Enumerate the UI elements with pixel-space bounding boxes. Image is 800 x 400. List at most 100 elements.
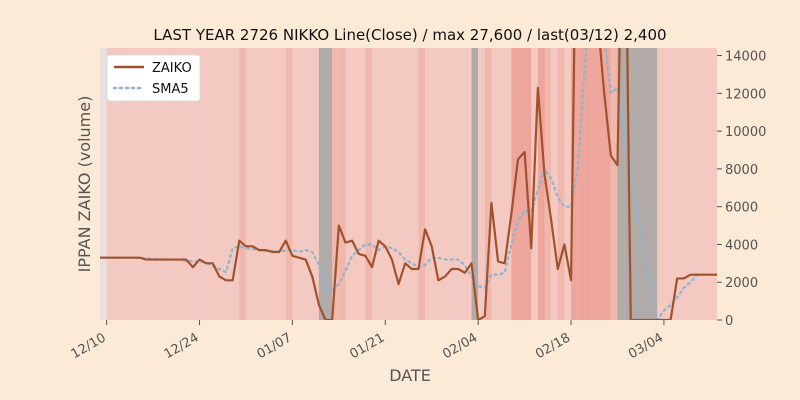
shading-band-46	[405, 48, 412, 320]
shading-band-4	[126, 48, 134, 320]
shading-band-44	[391, 48, 399, 320]
shading-band-57	[478, 48, 485, 320]
shading-band-78	[617, 48, 625, 320]
y-tick-label: 0	[725, 314, 733, 329]
shading-band-79	[624, 48, 631, 320]
shading-band-69	[557, 48, 565, 320]
shading-band-31	[305, 48, 313, 320]
shading-band-5	[133, 48, 140, 320]
y-axis-label: IPPAN ZAIKO (volume)	[75, 96, 94, 273]
shading-band-17	[212, 48, 220, 320]
shading-band-47	[411, 48, 419, 320]
shading-band-40	[365, 48, 373, 320]
shading-band-81	[637, 48, 645, 320]
shading-band-9	[159, 48, 167, 320]
shading-band-86	[670, 48, 678, 320]
shading-band-41	[372, 48, 379, 320]
legend: ZAIKO SMA5	[106, 54, 201, 102]
shading-band-37	[345, 48, 353, 320]
shading-band-24	[259, 48, 266, 320]
y-tick-label: 6000	[725, 201, 758, 216]
y-tick-label: 12000	[725, 87, 766, 102]
shading-band-59	[491, 48, 499, 320]
shading-band-56	[471, 48, 479, 320]
shading-band-14	[192, 48, 200, 320]
shading-layer	[100, 48, 717, 320]
shading-band-18	[219, 48, 227, 320]
shading-band-0	[100, 48, 107, 320]
shading-band-13	[186, 48, 193, 320]
y-tick-label: 2000	[725, 276, 758, 291]
shading-band-29	[292, 48, 300, 320]
shading-band-21	[239, 48, 246, 320]
shading-band-10	[166, 48, 173, 320]
plot-area	[100, 48, 717, 320]
shading-band-67	[544, 48, 552, 320]
shading-band-90	[697, 48, 704, 320]
legend-label-sma5: SMA5	[152, 82, 189, 97]
shading-band-2	[113, 48, 120, 320]
y-tick-label: 4000	[725, 238, 758, 253]
shading-band-12	[179, 48, 187, 320]
shading-band-32	[312, 48, 319, 320]
shading-band-6	[139, 48, 147, 320]
shading-band-50	[431, 48, 439, 320]
shading-band-82	[644, 48, 651, 320]
legend-label-zaiko: ZAIKO	[152, 61, 192, 76]
shading-band-16	[206, 48, 213, 320]
y-tick-label: 8000	[725, 163, 758, 178]
shading-band-77	[610, 48, 618, 320]
shading-band-1	[106, 48, 114, 320]
shading-band-66	[537, 48, 545, 320]
shading-band-51	[438, 48, 445, 320]
shading-band-19	[226, 48, 233, 320]
shading-band-33	[318, 48, 326, 320]
shading-band-45	[398, 48, 406, 320]
shading-band-74	[590, 48, 598, 320]
shading-band-30	[299, 48, 306, 320]
shading-band-87	[677, 48, 684, 320]
shading-band-73	[584, 48, 591, 320]
shading-band-54	[458, 48, 465, 320]
y-axis: 0 2000 4000 6000 8000 10000 12000 14000	[717, 50, 766, 329]
shading-band-43	[385, 48, 392, 320]
shading-band-11	[172, 48, 180, 320]
shading-band-34	[325, 48, 333, 320]
shading-band-84	[657, 48, 664, 320]
y-tick-label: 10000	[725, 125, 766, 140]
series-layer	[100, 48, 717, 320]
shading-band-20	[232, 48, 240, 320]
x-axis-label: DATE	[389, 366, 431, 385]
shading-band-8	[153, 48, 160, 320]
shading-band-83	[650, 48, 658, 320]
shading-band-42	[378, 48, 386, 320]
shading-band-58	[484, 48, 492, 320]
shading-band-52	[444, 48, 452, 320]
shading-band-49	[425, 48, 432, 320]
shading-band-92	[710, 48, 717, 320]
shading-band-22	[245, 48, 253, 320]
shading-band-25	[265, 48, 273, 320]
shading-band-61	[504, 48, 512, 320]
shading-band-3	[119, 48, 127, 320]
shading-band-55	[464, 48, 472, 320]
shading-band-91	[703, 48, 711, 320]
chart-title: LAST YEAR 2726 NIKKO Line(Close) / max 2…	[153, 26, 666, 44]
y-tick-label: 14000	[725, 50, 766, 65]
shading-band-28	[285, 48, 293, 320]
shading-band-27	[279, 48, 286, 320]
shading-band-60	[498, 48, 505, 320]
shading-band-23	[252, 48, 260, 320]
shading-band-71	[571, 48, 578, 320]
shading-band-70	[564, 48, 572, 320]
shading-band-63	[517, 48, 525, 320]
shading-band-26	[272, 48, 280, 320]
shading-band-36	[338, 48, 346, 320]
shading-band-53	[451, 48, 459, 320]
shading-band-64	[524, 48, 532, 320]
shading-band-39	[358, 48, 366, 320]
shading-band-88	[683, 48, 691, 320]
series-line-zaiko	[100, 48, 717, 320]
shading-band-89	[690, 48, 698, 320]
